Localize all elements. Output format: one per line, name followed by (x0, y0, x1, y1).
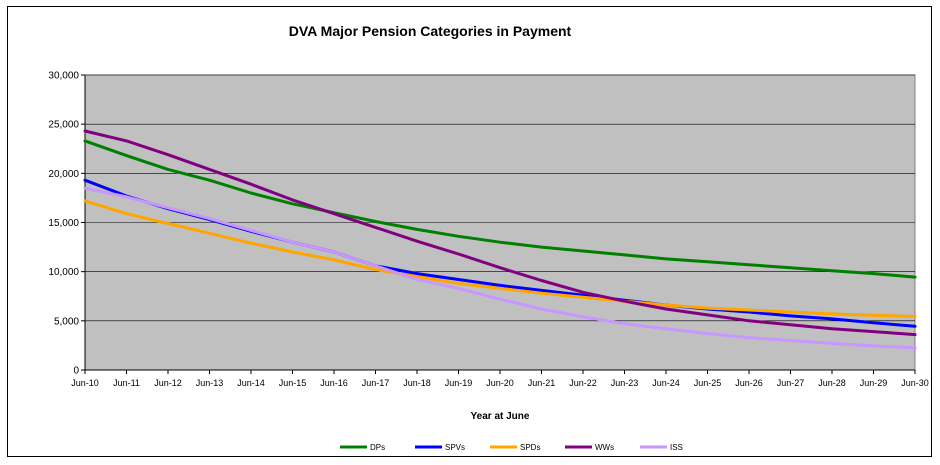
x-tick-label: Jun-11 (113, 378, 140, 388)
series-line-spds (83, 199, 917, 318)
x-tick-label: Jun-12 (154, 378, 182, 388)
x-tick-label: Jun-15 (279, 378, 307, 388)
series-line-iss (83, 186, 917, 350)
x-tick-label: Jun-30 (901, 378, 929, 388)
x-tick-label: Jun-26 (735, 378, 763, 388)
x-tick-label: Jun-20 (486, 378, 514, 388)
x-tick-label: Jun-13 (196, 378, 224, 388)
y-tick-label: 5,000 (54, 316, 79, 327)
x-axis-label: Year at June (471, 411, 530, 422)
x-tick-label: Jun-29 (860, 378, 888, 388)
gridlines (85, 74, 915, 322)
y-tick-label: 0 (73, 366, 79, 377)
x-tick-label: Jun-21 (528, 378, 556, 388)
x-tick-label: Jun-27 (777, 378, 805, 388)
series-line-dps (83, 139, 917, 279)
x-tick-label: Jun-23 (611, 378, 639, 388)
y-axis: 0 5,000 10,000 15,000 20,000 25,000 30,000 (48, 71, 86, 377)
legend-label: DPs (370, 443, 385, 452)
chart-title: DVA Major Pension Categories in Payment (289, 23, 572, 39)
legend-label: SPDs (520, 443, 540, 452)
y-tick-label: 20,000 (48, 169, 79, 180)
x-tick-label: Jun-10 (71, 378, 99, 388)
legend-label: WWs (595, 443, 614, 452)
x-tick-label: Jun-24 (652, 378, 680, 388)
x-tick-label: Jun-25 (694, 378, 722, 388)
y-tick-label: 10,000 (48, 267, 79, 278)
x-tick-label: Jun-28 (818, 378, 846, 388)
y-tick-label: 15,000 (48, 218, 79, 229)
series-line-wws (83, 129, 917, 337)
legend-label: SPVs (445, 443, 465, 452)
x-tick-label: Jun-18 (403, 378, 431, 388)
legend-label: ISS (670, 443, 683, 452)
x-tick-label: Jun-22 (569, 378, 597, 388)
x-tick-label: Jun-14 (237, 378, 265, 388)
legend: DPs SPVs SPDs WWs ISS (340, 443, 683, 452)
series-lines (83, 129, 917, 350)
y-tick-label: 30,000 (48, 71, 79, 82)
x-tick-label: Jun-17 (362, 378, 390, 388)
x-tick-label: Jun-16 (320, 378, 348, 388)
x-tick-label: Jun-19 (445, 378, 473, 388)
x-axis: Jun-10 Jun-11 Jun-12 Jun-13 Jun-14 Jun-15 Jun-… (71, 369, 929, 388)
y-tick-label: 25,000 (48, 120, 79, 131)
